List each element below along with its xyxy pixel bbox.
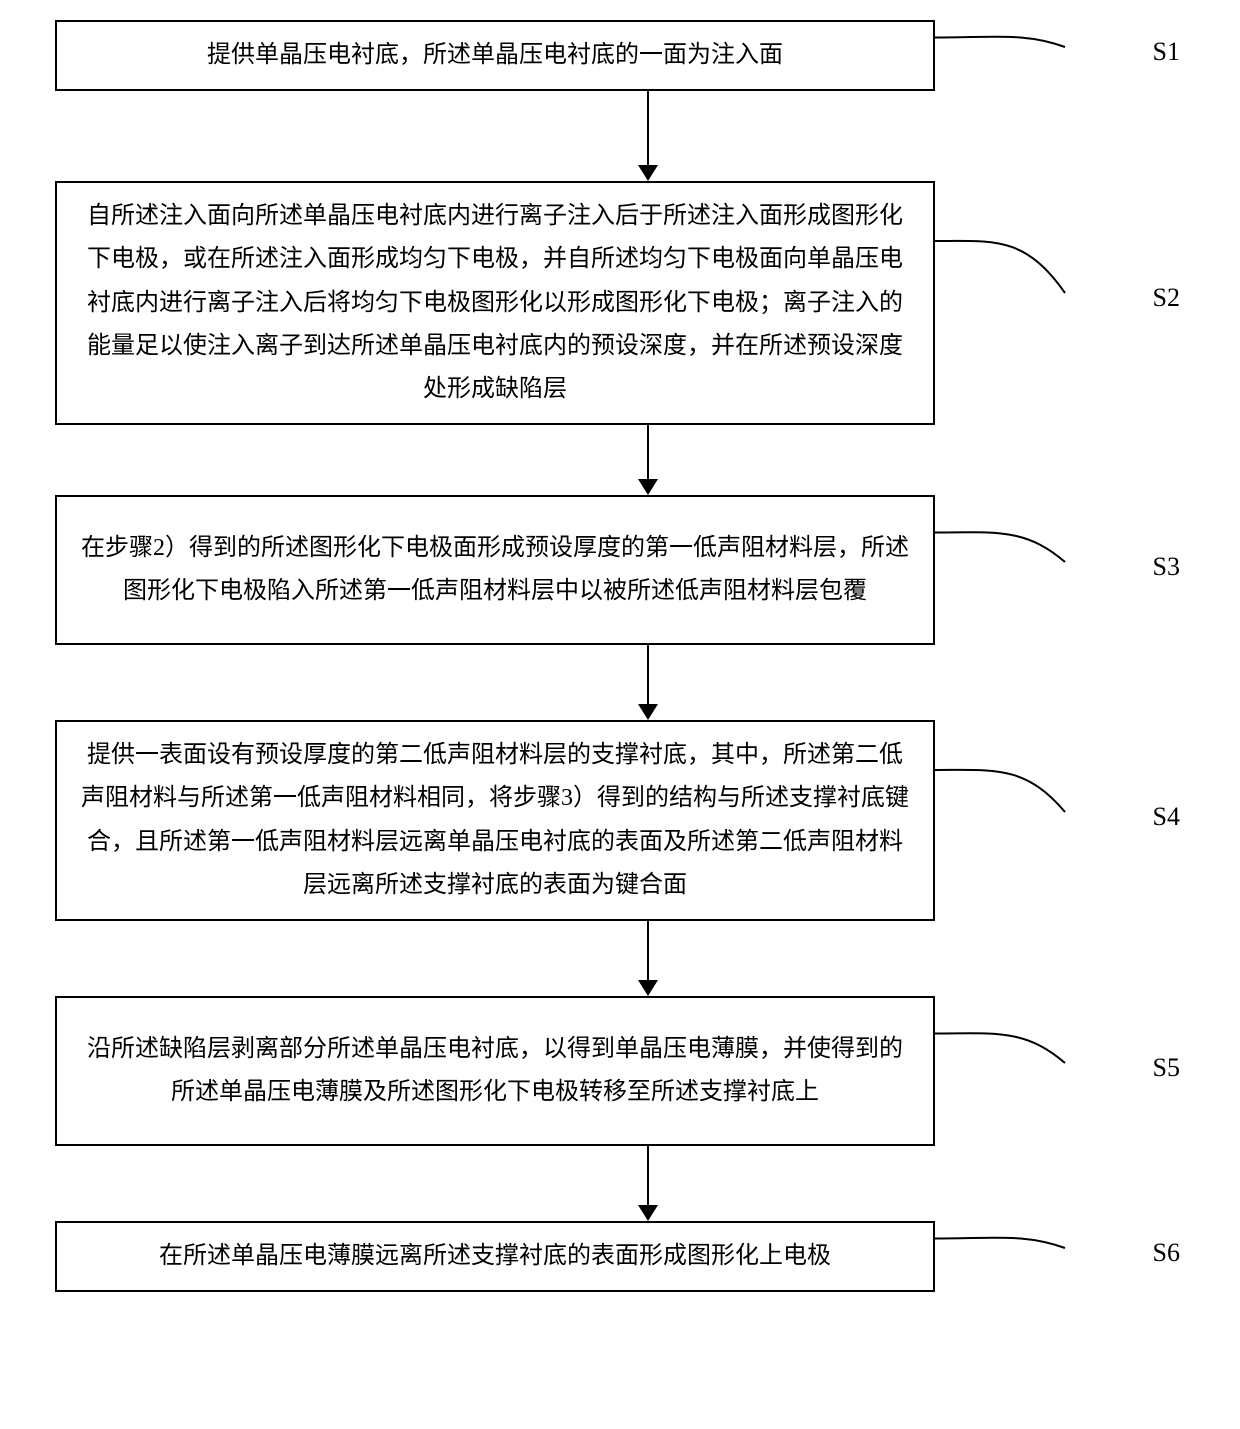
step-row-s5: 沿所述缺陷层剥离部分所述单晶压电衬底，以得到单晶压电薄膜，并使得到的所述单晶压电… <box>0 996 1240 1146</box>
step-box-s3: 在步骤2）得到的所述图形化下电极面形成预设厚度的第一低声阻材料层，所述图形化下电… <box>55 495 935 645</box>
label-connector <box>935 720 1135 920</box>
arrow-head <box>638 980 658 996</box>
arrow-line <box>647 921 649 980</box>
arrow-line <box>647 645 649 704</box>
arrow-head <box>638 479 658 495</box>
connector-curve-icon <box>935 495 1135 645</box>
arrow-line <box>647 91 649 165</box>
step-row-s4: 提供一表面设有预设厚度的第二低声阻材料层的支撑衬底，其中，所述第二低声阻材料与所… <box>0 720 1240 921</box>
arrow-down-icon <box>208 425 1088 495</box>
arrow-line <box>647 425 649 479</box>
step-box-s2: 自所述注入面向所述单晶压电衬底内进行离子注入后于所述注入面形成图形化下电极，或在… <box>55 181 935 425</box>
step-label-s1: S1 <box>1153 37 1180 67</box>
connector-curve-icon <box>935 1221 1135 1291</box>
step-text: 自所述注入面向所述单晶压电衬底内进行离子注入后于所述注入面形成图形化下电极，或在… <box>77 195 913 411</box>
label-connector <box>935 20 1135 90</box>
label-connector <box>935 1221 1135 1291</box>
arrow-down-icon <box>208 91 1088 181</box>
flowchart-container: 提供单晶压电衬底，所述单晶压电衬底的一面为注入面 S1 自所述注入面向所述单晶压电衬… <box>0 20 1240 1292</box>
arrow-down-icon <box>208 1146 1088 1221</box>
step-label-s6: S6 <box>1153 1238 1180 1268</box>
step-text: 在步骤2）得到的所述图形化下电极面形成预设厚度的第一低声阻材料层，所述图形化下电… <box>77 527 913 613</box>
step-row-s3: 在步骤2）得到的所述图形化下电极面形成预设厚度的第一低声阻材料层，所述图形化下电… <box>0 495 1240 645</box>
connector-curve-icon <box>935 20 1135 90</box>
step-text: 在所述单晶压电薄膜远离所述支撑衬底的表面形成图形化上电极 <box>159 1235 831 1278</box>
step-box-s6: 在所述单晶压电薄膜远离所述支撑衬底的表面形成图形化上电极 <box>55 1221 935 1292</box>
arrow-down-icon <box>208 645 1088 720</box>
step-box-s5: 沿所述缺陷层剥离部分所述单晶压电衬底，以得到单晶压电薄膜，并使得到的所述单晶压电… <box>55 996 935 1146</box>
step-box-s4: 提供一表面设有预设厚度的第二低声阻材料层的支撑衬底，其中，所述第二低声阻材料与所… <box>55 720 935 921</box>
step-row-s6: 在所述单晶压电薄膜远离所述支撑衬底的表面形成图形化上电极 S6 <box>0 1221 1240 1292</box>
arrow-head <box>638 1205 658 1221</box>
step-row-s2: 自所述注入面向所述单晶压电衬底内进行离子注入后于所述注入面形成图形化下电极，或在… <box>0 181 1240 425</box>
step-text: 提供单晶压电衬底，所述单晶压电衬底的一面为注入面 <box>207 34 783 77</box>
connector-curve-icon <box>935 181 1135 421</box>
step-label-s3: S3 <box>1153 552 1180 582</box>
arrow-head <box>638 165 658 181</box>
label-connector <box>935 495 1135 645</box>
connector-curve-icon <box>935 720 1135 920</box>
step-text: 提供一表面设有预设厚度的第二低声阻材料层的支撑衬底，其中，所述第二低声阻材料与所… <box>77 734 913 907</box>
connector-curve-icon <box>935 996 1135 1146</box>
label-connector <box>935 996 1135 1146</box>
step-text: 沿所述缺陷层剥离部分所述单晶压电衬底，以得到单晶压电薄膜，并使得到的所述单晶压电… <box>77 1028 913 1114</box>
arrow-head <box>638 704 658 720</box>
step-label-s4: S4 <box>1153 802 1180 832</box>
label-connector <box>935 181 1135 421</box>
step-row-s1: 提供单晶压电衬底，所述单晶压电衬底的一面为注入面 S1 <box>0 20 1240 91</box>
arrow-down-icon <box>208 921 1088 996</box>
step-box-s1: 提供单晶压电衬底，所述单晶压电衬底的一面为注入面 <box>55 20 935 91</box>
arrow-line <box>647 1146 649 1205</box>
step-label-s2: S2 <box>1153 283 1180 313</box>
step-label-s5: S5 <box>1153 1053 1180 1083</box>
